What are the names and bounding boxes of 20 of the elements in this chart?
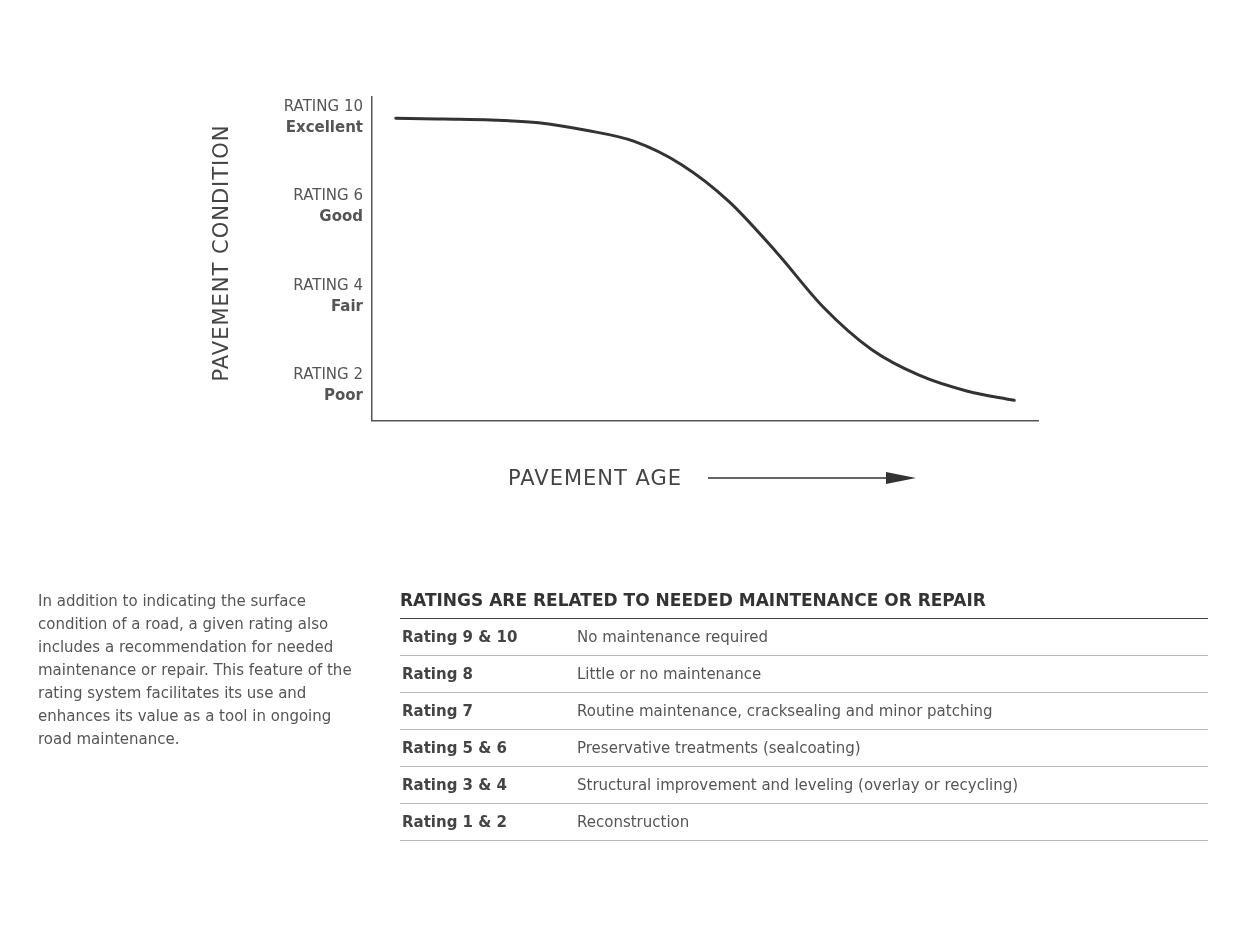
text: RATING 4 Fair bbox=[292, 274, 363, 317]
text: RATING 6 Good bbox=[292, 185, 363, 228]
text: Rating 5 & 6 bbox=[401, 739, 509, 757]
text: Reconstruction bbox=[577, 813, 690, 831]
text: RATING 2 Poor bbox=[292, 364, 363, 406]
text: Routine maintenance, cracksealing and minor patching bbox=[577, 702, 993, 720]
text: PAVEMENT CONDITION bbox=[209, 124, 233, 382]
x-axis-title: PAVEMENT AGE bbox=[508, 466, 683, 490]
text: Structural improvement and leveling (overlay or recycling) bbox=[577, 776, 1019, 794]
text: In addition to indicating the surface condition of a road, a given rating also includes a recommendation for needed maintenance or repair. This feature of the rating system facilitates its use and enhances its value as a tool in ongoing road maintenance. bbox=[38, 591, 353, 750]
text: Preservative treatments (sealcoating) bbox=[577, 739, 861, 757]
text: Little or no maintenance bbox=[577, 665, 762, 683]
text: Rating 8 bbox=[401, 665, 475, 683]
text: Rating 7 bbox=[401, 702, 475, 720]
text: No maintenance required bbox=[577, 628, 769, 646]
text: RATING 10 Excellent bbox=[282, 96, 363, 138]
text: Rating 1 & 2 bbox=[401, 813, 509, 831]
text: RATINGS ARE RELATED TO NEEDED MAINTENANCE OR REPAIR bbox=[400, 590, 1208, 619]
text: Rating 3 & 4 bbox=[401, 776, 509, 794]
text: Rating 9 & 10 bbox=[401, 628, 519, 646]
